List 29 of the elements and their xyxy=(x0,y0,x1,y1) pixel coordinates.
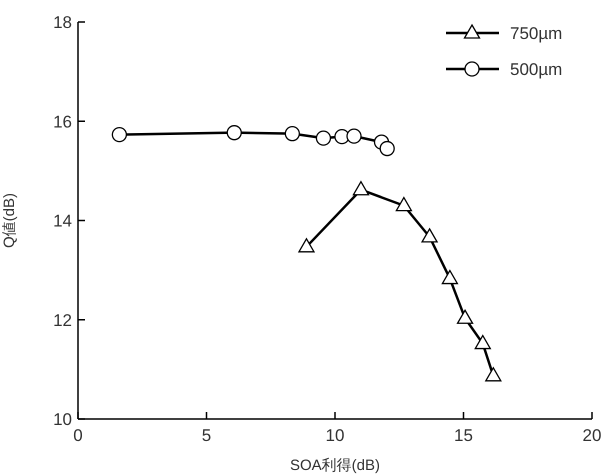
y-axis-title: Q値(dB) xyxy=(1,192,18,248)
point xyxy=(298,238,315,252)
y-tick-label: 16 xyxy=(53,112,72,132)
point xyxy=(334,128,350,144)
point xyxy=(352,181,370,196)
point xyxy=(316,130,332,146)
point xyxy=(226,125,242,140)
y-tick-label: 14 xyxy=(53,212,72,230)
x-tick-label: 10 xyxy=(326,426,344,445)
point xyxy=(474,334,491,350)
y-tick-label: 12 xyxy=(53,310,72,330)
legend-label: 750µm xyxy=(510,24,562,43)
legend-label: 500µm xyxy=(510,60,562,79)
point xyxy=(112,127,128,142)
point xyxy=(456,310,474,324)
point xyxy=(346,128,362,144)
point xyxy=(442,270,458,284)
point xyxy=(284,126,300,142)
x-tick-label: 5 xyxy=(202,426,212,445)
point xyxy=(421,228,438,243)
x-tick-label: 15 xyxy=(454,426,473,445)
point xyxy=(485,367,502,382)
y-tick-label: 10 xyxy=(53,410,72,429)
x-axis-title: SOA利得(dB) xyxy=(290,457,380,474)
point xyxy=(380,140,395,156)
x-tick-label: 0 xyxy=(73,426,83,445)
y-tick-label: 18 xyxy=(53,13,72,32)
x-tick-label: 20 xyxy=(582,426,602,445)
point xyxy=(396,196,412,212)
